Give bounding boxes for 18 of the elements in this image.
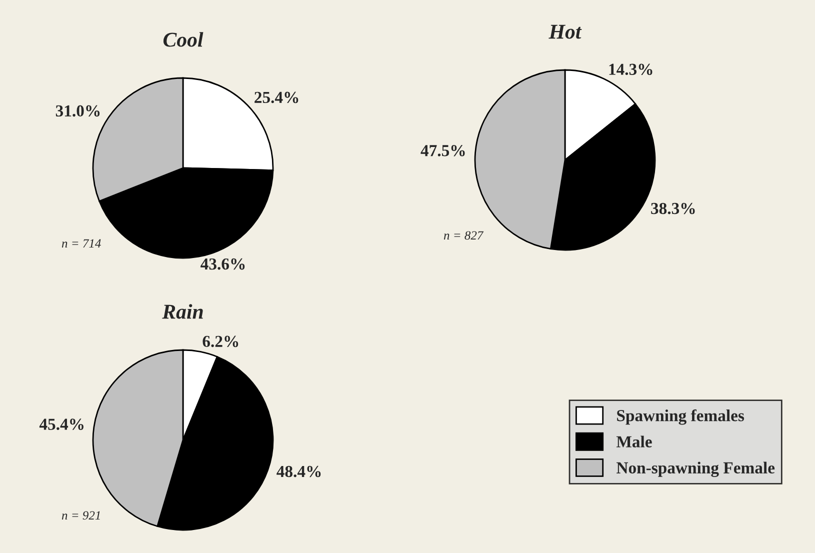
text: n = 921 [62,511,100,520]
text: n = 714 [62,239,101,248]
chart-title: Cool [163,32,204,47]
text: n = 827 [444,231,484,240]
data-label: 14.3% [609,64,652,76]
data-label: 47.5% [420,145,465,156]
legend-label: Non-spawning Female [616,462,775,477]
data-label: 38.3% [651,202,695,214]
data-label: 43.6% [200,258,245,270]
data-label: 31.0% [56,105,100,117]
data-label: 48.4% [276,466,321,478]
legend-label: Male [616,436,652,448]
legend-label: Spawning females [617,409,744,425]
chart-title: Rain [162,304,203,319]
data-label: 45.4% [39,418,84,430]
chart-title: Hot [548,24,582,39]
data-label: 6.2% [202,336,238,348]
data-label: 25.4% [254,92,298,104]
